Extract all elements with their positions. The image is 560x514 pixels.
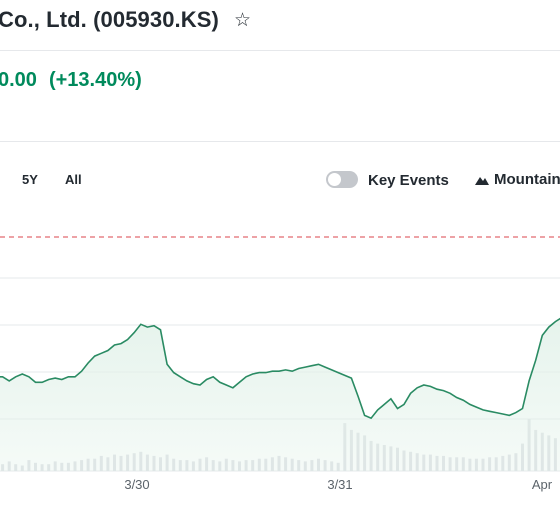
chart-type-button[interactable]: Mountain [475,171,560,188]
price-row: 0.00 (+13.40%) [0,69,142,92]
title-row: Co., Ltd. (005930.KS) ☆ [0,3,251,37]
x-tick-label: 3/30 [124,477,149,492]
price-change-percent: (+13.40%) [48,69,142,91]
star-icon[interactable]: ☆ [233,9,251,31]
price-area [0,318,560,471]
page-title: Co., Ltd. (005930.KS) [0,7,219,32]
range-all-button[interactable]: All [65,172,82,187]
chart-type-label: Mountain [494,171,560,188]
mountain-icon [475,176,489,185]
x-tick-label: Apr [532,477,553,492]
quote-divider [0,141,560,142]
price-line [0,317,560,420]
key-events-label: Key Events [368,172,449,189]
x-tick-label: 3/31 [327,477,352,492]
price-chart[interactable]: 3/30 3/31 Apr [0,225,560,514]
key-events-toggle[interactable] [326,171,358,188]
range-5y-button[interactable]: 5Y [22,172,38,187]
header-divider [0,50,560,51]
price-change: 0.00 [0,69,37,91]
toggle-knob [328,173,341,186]
